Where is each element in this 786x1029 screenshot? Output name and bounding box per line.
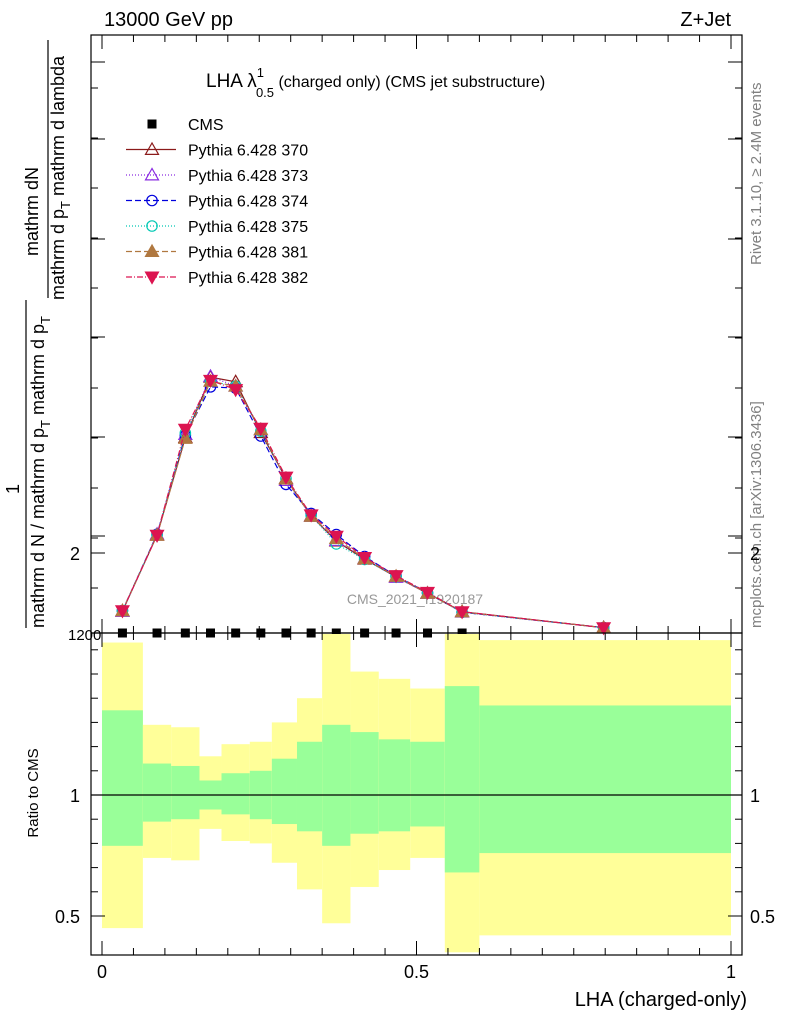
ratio-ytick-label-right: 1 [750,786,760,806]
svg-text:mathrm d pT mathrm d lambda: mathrm d pT mathrm d lambda [48,55,73,300]
ratio-band-inner [271,758,297,825]
legend-marker [144,271,160,285]
svg-text:mathrm dN: mathrm dN [22,167,42,256]
legend-entry-cms: CMS [147,117,224,134]
series-point [454,606,470,620]
ratio-band-inner [142,763,172,822]
legend-marker [146,220,158,232]
legend-entry-5: Pythia 6.428 381 [126,243,308,262]
ratio-xtick-label: 0.5 [404,962,429,982]
ratio-ytick-label-right: 0.5 [750,907,775,927]
legend-marker [144,243,160,257]
series-point [253,422,269,436]
legend-label: Pythia 6.428 375 [188,219,308,236]
ratio-ytick-label-right: 2 [750,544,760,564]
ratio-band-inner [479,705,731,854]
legend-entry-1: Pythia 6.428 370 [126,141,308,160]
svg-text:mathrm d N / mathrm d pT mathr: mathrm d N / mathrm d pT mathrm d pT [28,316,53,628]
legend-entry-6: Pythia 6.428 382 [126,270,308,287]
ratio-ylabel: Ratio to CMS [25,748,42,837]
series-point [328,530,344,544]
svg-text:1: 1 [3,484,23,494]
series-point [596,622,612,636]
mcplots-label: mcplots.cern.ch [arXiv:1306.3436] [748,401,765,628]
legend: CMS Pythia 6.428 370 Pythia 6.428 373 Pythi… [126,117,308,287]
legend-label: CMS [188,117,224,134]
series-point [177,423,193,437]
x-axis-label: LHA (charged-only) [575,989,747,1011]
ratio-band-inner [102,710,143,846]
legend-label: Pythia 6.428 373 [188,168,308,185]
analysis-watermark: CMS_2021_I1920187 [347,591,483,607]
legend-entry-2: Pythia 6.428 373 [126,167,308,185]
ratio-xtick-label: 1 [726,962,736,982]
ratio-band-inner [350,732,379,834]
ratio-band-inner [296,741,323,832]
series-point [357,552,373,566]
ratio-band-inner [410,741,445,827]
rivet-label: Rivet 3.1.10, ≥ 2.4M events [748,83,765,266]
legend-label: Pythia 6.428 381 [188,245,308,262]
ratio-band-inner [444,686,480,873]
series-point [278,471,294,485]
legend-label: Pythia 6.428 370 [188,143,308,160]
legend-label: Pythia 6.428 382 [188,270,308,287]
series-point [388,570,404,584]
series-point [114,605,130,619]
series-point [149,529,165,543]
legend-entry-3: Pythia 6.428 374 [126,194,308,211]
ratio-ytick-label-left: 1 [70,786,80,806]
ratio-xtick-label: 0 [97,962,107,982]
header-left: 13000 GeV pp [104,9,233,31]
series-point [202,374,219,389]
legend-marker [144,167,160,181]
header-right: Z+Jet [680,9,731,31]
main-ylabel: mathrm dN mathrm d pT mathrm d lambda 1 … [3,40,73,628]
ratio-band-inner [171,765,200,820]
legend-entry-4: Pythia 6.428 375 [126,219,308,236]
main-ytick-label: 1200 [68,627,101,644]
ratio-axis-ticks: 0 0.5 1 0.5 0.5 1 1 2 2 [55,544,775,982]
legend-label: Pythia 6.428 374 [188,194,308,211]
ratio-bands [102,634,731,953]
legend-marker [147,119,157,129]
series-point [303,509,319,523]
ratio-band-inner [221,773,250,815]
ratio-band-inner [378,739,411,832]
legend-marker [144,141,160,155]
series-6 [114,374,612,636]
series-point [228,384,244,398]
series-point [419,586,436,601]
legend-marker [146,194,158,207]
ratio-band-inner [322,724,351,846]
main-title: LHA λ1 0.5 (charged only) (CMS jet substr… [206,65,545,100]
ratio-ytick-label-left: 2 [70,544,80,564]
ratio-ytick-label-left: 0.5 [55,907,80,927]
